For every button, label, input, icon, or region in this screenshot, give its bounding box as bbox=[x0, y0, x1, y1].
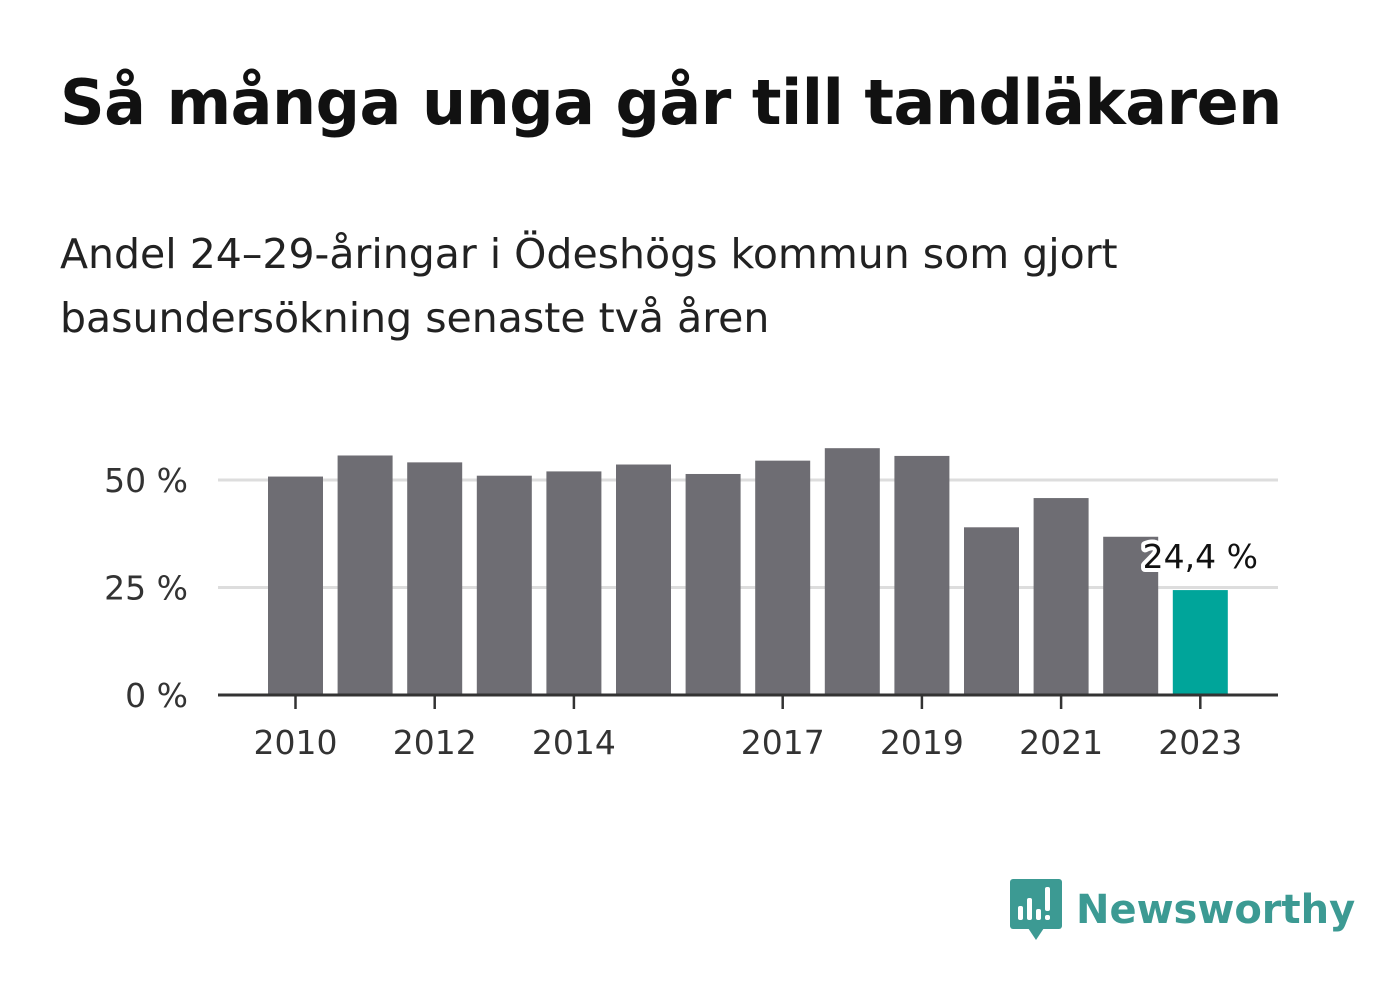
bar-chart: 0 % 25 % 50 % 2010 2012 2014 2017 2019 2021 2023 2… bbox=[104, 448, 1278, 762]
y-tick-label: 50 % bbox=[104, 461, 188, 500]
x-tick-label: 2023 bbox=[1158, 723, 1242, 762]
x-tick-label: 2021 bbox=[1019, 723, 1103, 762]
bar-2019 bbox=[894, 455, 950, 695]
x-tick-label: 2017 bbox=[741, 723, 825, 762]
labels: 0 % 25 % 50 % 2010 2012 2014 2017 2019 2021 2023 2… bbox=[104, 461, 1262, 762]
bar-2020 bbox=[964, 527, 1019, 695]
y-tick-label: 0 % bbox=[125, 676, 188, 715]
x-tick-label: 2014 bbox=[532, 723, 616, 762]
y-tick-label: 25 % bbox=[104, 569, 188, 608]
bar-2013 bbox=[476, 475, 532, 695]
bar-2018 bbox=[824, 448, 880, 695]
chart-title: Så många unga går till tandläkaren bbox=[60, 66, 1282, 139]
x-tick-label: 2012 bbox=[393, 723, 477, 762]
bar-2023 bbox=[1172, 590, 1228, 695]
newsworthy-logo-icon bbox=[1010, 879, 1062, 940]
gridlines bbox=[218, 478, 1278, 589]
value-label-highlight: 24,4 % bbox=[1143, 537, 1258, 576]
bar-2015 bbox=[616, 464, 671, 695]
x-tick-label: 2019 bbox=[880, 723, 964, 762]
bar-2011 bbox=[337, 455, 393, 695]
brand-name: Newsworthy bbox=[1076, 887, 1356, 933]
bar-2014 bbox=[546, 471, 602, 695]
chart-subtitle: Andel 24–29-åringar i Ödeshögs kommun so… bbox=[60, 230, 1118, 342]
bar-2016 bbox=[685, 473, 741, 695]
bar-2010 bbox=[268, 476, 323, 695]
bar-2017 bbox=[755, 460, 811, 695]
bar-2021 bbox=[1033, 498, 1089, 695]
bars bbox=[268, 448, 1228, 695]
x-tick-label: 2010 bbox=[254, 723, 338, 762]
bar-2022 bbox=[1103, 536, 1159, 695]
bar-2012 bbox=[407, 462, 463, 695]
axes bbox=[218, 693, 1278, 709]
brand-logo: Newsworthy bbox=[1010, 878, 1355, 942]
